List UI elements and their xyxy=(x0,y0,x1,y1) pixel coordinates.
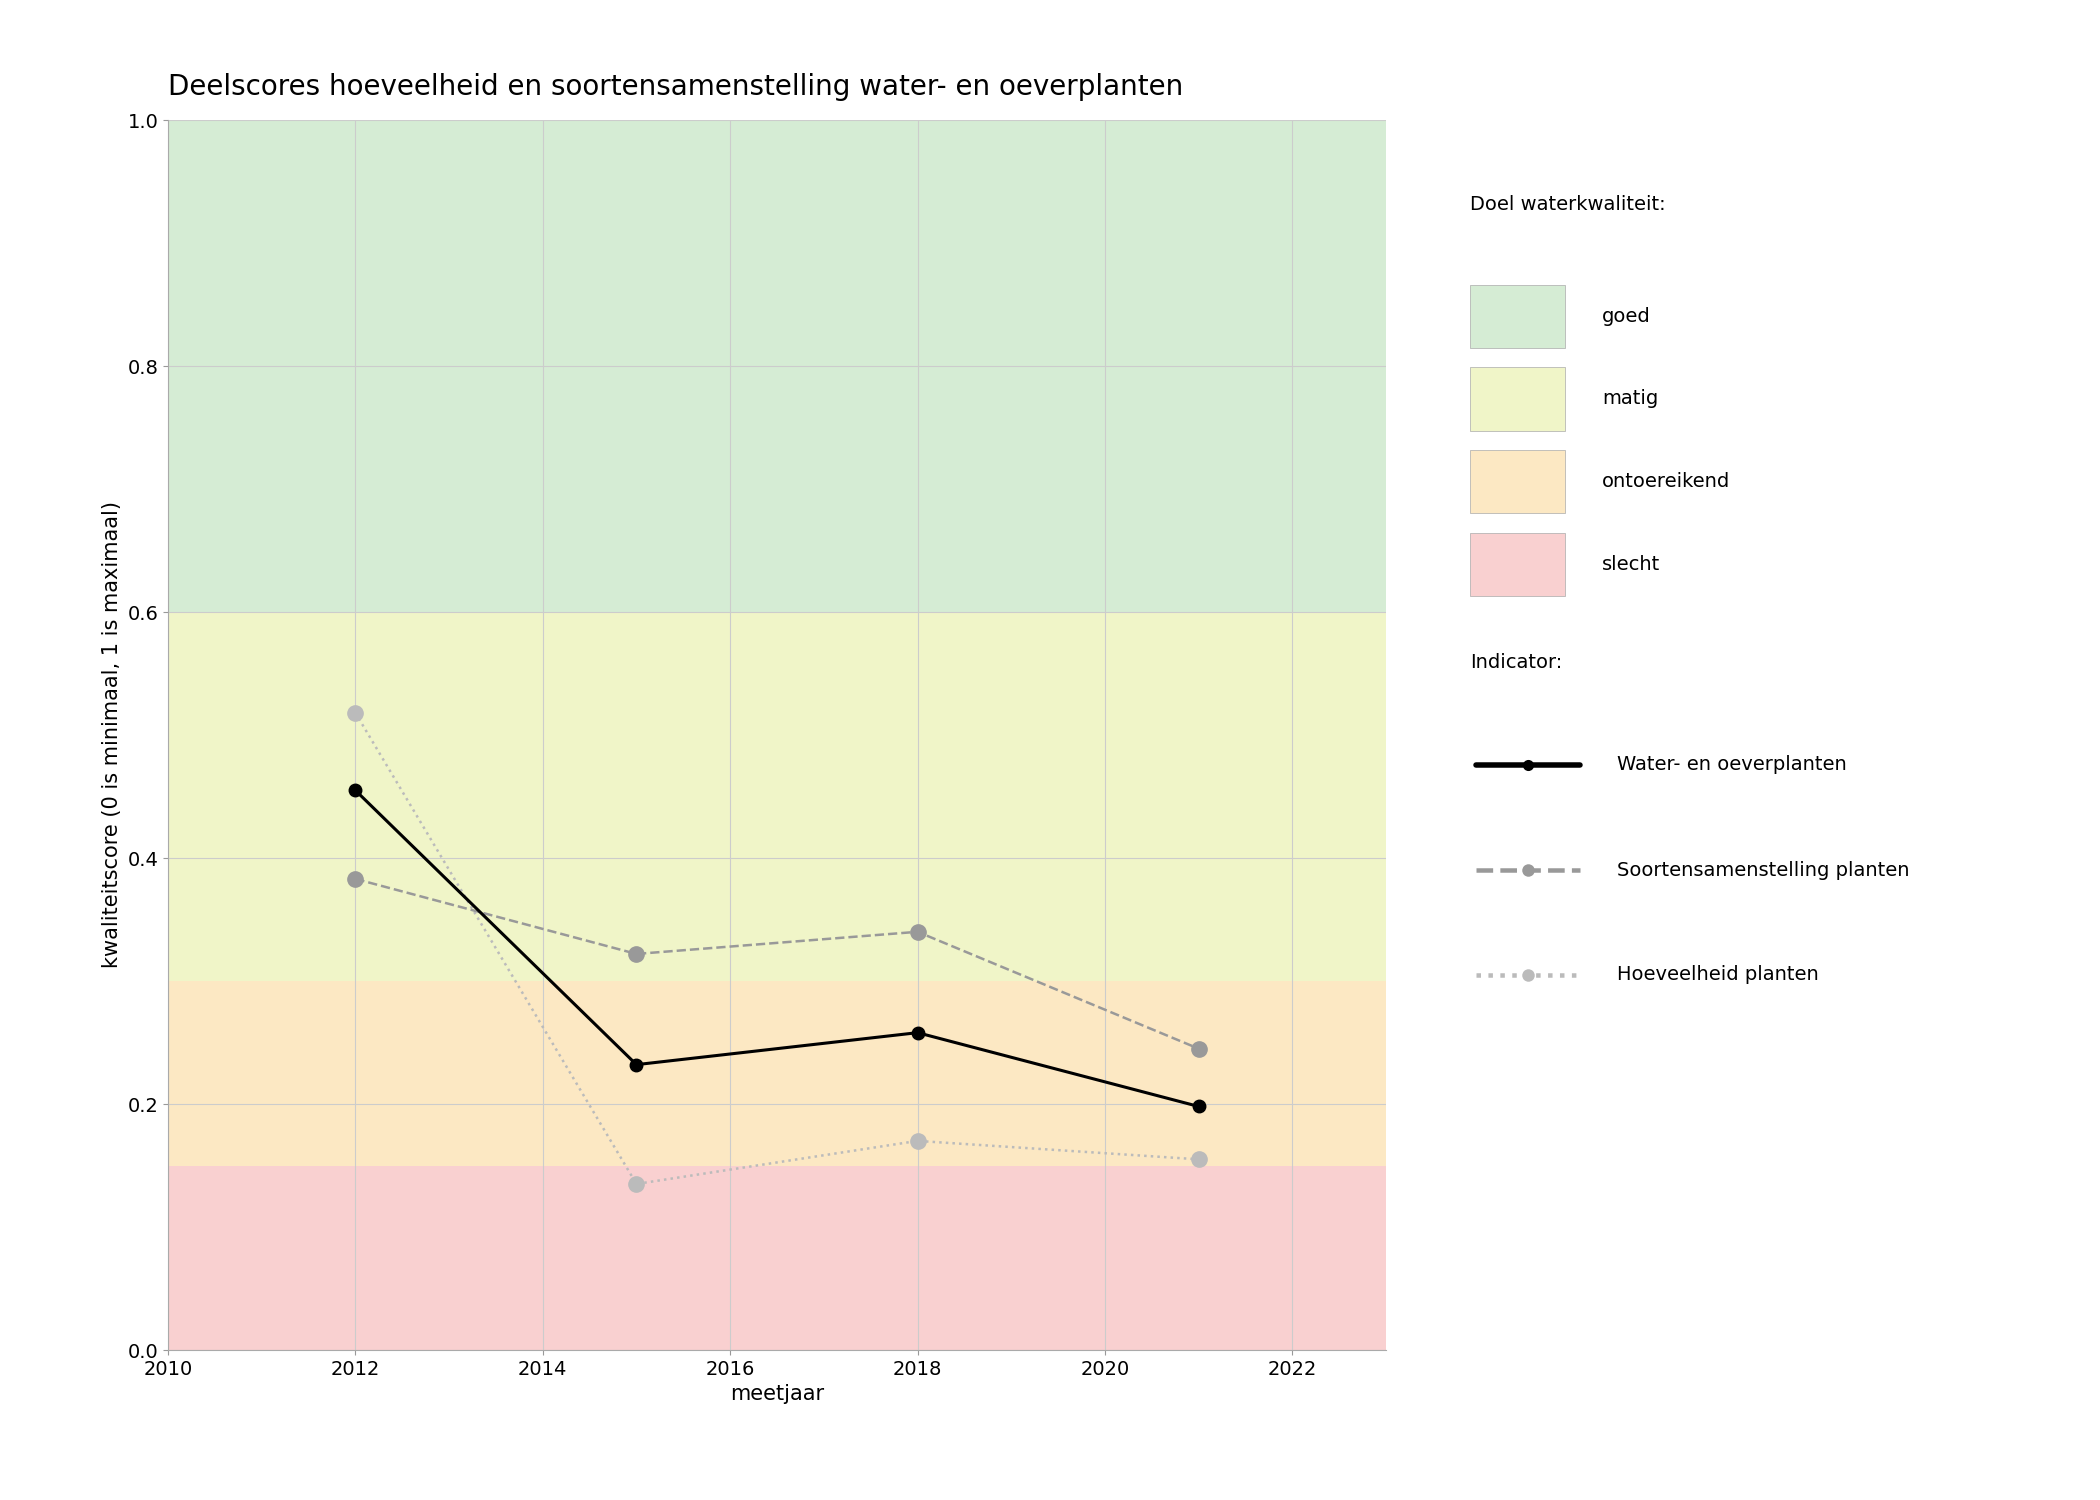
Text: ontoereikend: ontoereikend xyxy=(1602,472,1730,490)
Bar xyxy=(168,120,1386,612)
X-axis label: meetjaar: meetjaar xyxy=(731,1384,823,1404)
Bar xyxy=(168,1166,1386,1350)
Text: Deelscores hoeveelheid en soortensamenstelling water- en oeverplanten: Deelscores hoeveelheid en soortensamenst… xyxy=(168,74,1182,100)
Text: Doel waterkwaliteit:: Doel waterkwaliteit: xyxy=(1470,195,1665,214)
Text: goed: goed xyxy=(1602,308,1651,326)
Text: matig: matig xyxy=(1602,390,1659,408)
Text: Hoeveelheid planten: Hoeveelheid planten xyxy=(1617,966,1819,984)
Text: Indicator:: Indicator: xyxy=(1470,652,1562,672)
Y-axis label: kwaliteitscore (0 is minimaal, 1 is maximaal): kwaliteitscore (0 is minimaal, 1 is maxi… xyxy=(101,501,122,969)
Text: Water- en oeverplanten: Water- en oeverplanten xyxy=(1617,756,1846,774)
Text: slecht: slecht xyxy=(1602,555,1661,573)
Text: Soortensamenstelling planten: Soortensamenstelling planten xyxy=(1617,861,1909,879)
Bar xyxy=(168,981,1386,1166)
Bar xyxy=(168,612,1386,981)
